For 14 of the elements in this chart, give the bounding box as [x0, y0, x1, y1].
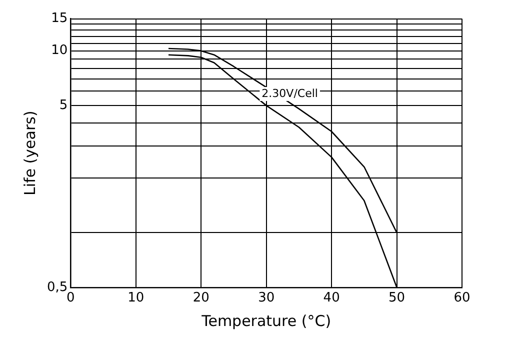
x-tick-label: 0: [66, 290, 75, 306]
x-tick-label: 40: [323, 290, 340, 306]
x-tick-label: 60: [454, 290, 470, 306]
y-tick-label: 5: [59, 98, 68, 113]
y-tick-label: 15: [51, 11, 68, 26]
x-axis-title: Temperature (°C): [200, 312, 332, 330]
y-tick-label: 10: [51, 43, 68, 58]
x-tick-label: 10: [128, 290, 144, 306]
annotation: 2.30V/Cell: [262, 86, 318, 100]
y-axis-title: Life (years): [20, 110, 39, 196]
x-tick-label: 30: [258, 290, 275, 306]
x-tick-label: 50: [388, 290, 406, 306]
y-tick-label: 0,5: [46, 280, 68, 295]
x-tick-label: 20: [192, 290, 210, 306]
